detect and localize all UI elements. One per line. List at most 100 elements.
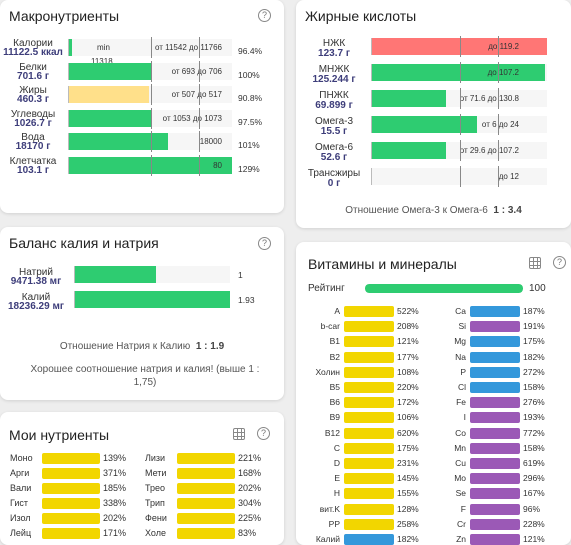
my-nutrient-bar (177, 483, 235, 494)
nutrient-bar (470, 397, 520, 409)
nutrient-bar (344, 488, 394, 500)
nutrient-row: P 272% (426, 366, 566, 379)
macro-tick (199, 60, 201, 82)
rating-value: 100 (529, 283, 546, 294)
fatty-tick (459, 166, 461, 187)
nutrient-pct: 128% (397, 503, 419, 514)
macro-row: Белки 701.6 г от 693 до 706 100% (0, 60, 284, 85)
nutrient-row: Cr 228% (426, 518, 566, 531)
fatty-bar-fill (372, 64, 546, 81)
nutrient-name: C (333, 442, 340, 453)
my-nutrient-name: Трип (145, 498, 165, 508)
my-nutrient-bar (42, 528, 100, 539)
fatty-tick (498, 140, 499, 161)
fatty-bar: от 71.6 до 130.8 (371, 88, 547, 109)
help-icon[interactable]: ? (258, 237, 271, 250)
nutrient-pct: 276% (523, 397, 545, 408)
nutrient-name: Cl (457, 382, 466, 392)
nutrient-bar (470, 458, 520, 469)
nutrient-name: E (334, 473, 340, 484)
nutrient-bar (344, 336, 394, 348)
fatty-tick (459, 62, 461, 83)
kna-value: 18236.29 мг (7, 301, 65, 312)
nutrient-bar (344, 534, 394, 545)
nutrient-pct: 121% (523, 534, 545, 544)
help-icon[interactable]: ? (257, 427, 270, 440)
nutrient-pct: 258% (397, 518, 419, 529)
nutrient-pct: 296% (523, 473, 545, 484)
nutrient-name: P (460, 366, 466, 377)
macro-bar-fill (69, 39, 73, 56)
macro-value: 11122.5 ккал (3, 47, 63, 58)
nutrient-row: B9 106% (300, 412, 440, 424)
my-nutrient-row: Арги 371% (10, 467, 140, 480)
help-icon[interactable]: ? (258, 9, 271, 22)
my-nutrient-name: Фени (145, 513, 167, 523)
macro-tick (150, 60, 152, 82)
nutrient-name: Zn (456, 534, 466, 544)
vitamins-card: Витамины и минералы ? Рейтинг 100 A 522% b… (296, 242, 571, 545)
kna-name: Калий (21, 292, 51, 303)
fatty-row: Омега-3 15.5 г от 6 до 24 (296, 114, 571, 140)
nutrient-pct: 772% (523, 427, 545, 438)
my-nutrient-bar (42, 483, 100, 494)
fatty-range: до 12 (498, 172, 519, 181)
nutrient-row: b-car 208% (300, 321, 440, 333)
fatty-name: НЖК (322, 38, 346, 49)
kna-bar (74, 266, 230, 283)
kna-row: Калий 18236.29 мг 1.93 (0, 290, 284, 320)
rating-label: Рейтинг (308, 283, 345, 294)
macro-pct: 129% (238, 163, 260, 174)
fatty-tick (498, 166, 499, 187)
kna-value: 9471.38 мг (10, 276, 62, 287)
nutrient-row: B2 177% (300, 351, 440, 364)
kna-row: Натрий 9471.38 мг 1 (0, 265, 284, 295)
nutrient-bar (470, 382, 520, 393)
table-view-icon[interactable] (529, 257, 541, 269)
nutrient-pct: 620% (397, 427, 419, 438)
nutrient-name: Cr (457, 518, 466, 529)
fatty-acids-title: Жирные кислоты (305, 8, 417, 24)
fatty-value: 52.6 г (320, 152, 348, 163)
macro-sub: 11318 (91, 57, 113, 66)
nutrient-bar (470, 321, 520, 333)
macro-pct: 100% (238, 69, 260, 80)
fatty-tick (459, 140, 461, 161)
rating-track (365, 284, 523, 293)
nutrient-pct: 158% (523, 382, 545, 392)
my-nutrient-row: Изол 202% (10, 512, 140, 525)
nutrient-row: Se 167% (426, 488, 566, 500)
fatty-acids-card: Жирные кислоты НЖК 123.7 г до 119.2 МНЖК 125… (296, 0, 571, 228)
nutrient-name: B9 (329, 412, 340, 423)
macro-range: 80 (213, 160, 222, 170)
macro-tick (199, 131, 201, 152)
macro-bar: от 693 до 706 (68, 60, 232, 82)
nutrient-row: B5 220% (300, 382, 440, 394)
my-nutrient-bar (177, 453, 235, 464)
macro-bar: 80 (68, 154, 232, 176)
nutrient-name: Se (455, 488, 466, 499)
nutrient-row: B1 121% (300, 336, 440, 348)
macro-value: 103.1 г (17, 164, 49, 176)
macro-row: Клетчатка 103.1 г 80 129% (0, 154, 284, 179)
macro-tick (199, 84, 201, 105)
fatty-tick (459, 114, 461, 135)
my-nutrient-pct: 221% (238, 453, 262, 463)
nutrient-name: B2 (329, 351, 340, 362)
nutrient-name: Холин (315, 366, 340, 377)
kna-ratio-value: 1 (238, 270, 243, 280)
macro-name: Калории (13, 38, 53, 49)
macro-value: 1026.7 г (14, 117, 52, 129)
nutrient-bar (470, 503, 520, 515)
nutrient-bar (344, 351, 394, 363)
nutrient-row: B12 620% (300, 427, 440, 440)
nutrient-bar (470, 473, 520, 485)
fatty-value: 125.244 г (312, 74, 356, 85)
help-icon[interactable]: ? (553, 256, 566, 269)
nutrient-name: PP (328, 518, 340, 529)
table-view-icon[interactable] (233, 428, 245, 440)
nutrient-pct: 619% (523, 458, 545, 468)
my-nutrient-name: Холе (145, 528, 166, 538)
my-nutrient-pct: 304% (238, 498, 262, 508)
kna-bar-fill (75, 266, 156, 283)
